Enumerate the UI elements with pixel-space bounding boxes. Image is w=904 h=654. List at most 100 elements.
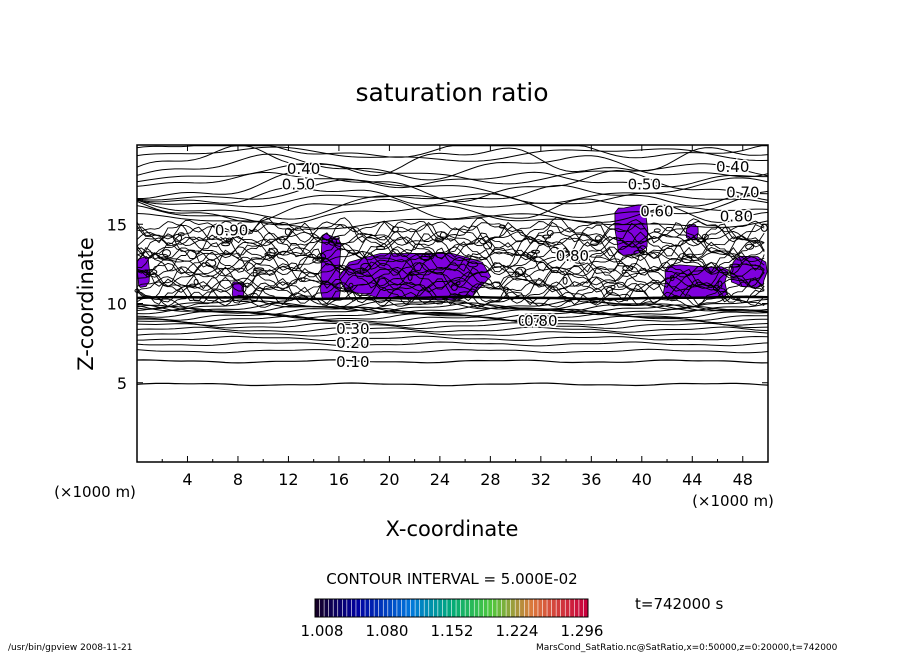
contour-cell <box>284 227 292 236</box>
contour-cell <box>562 276 568 285</box>
colorbar-cell <box>324 599 329 617</box>
chart-title: saturation ratio <box>355 78 548 107</box>
contour-label: 0.80 <box>556 247 589 265</box>
contour-line <box>136 246 765 262</box>
contour-line <box>136 291 765 307</box>
contour-line <box>136 276 765 304</box>
contour-cell <box>221 242 231 247</box>
contour-line <box>136 304 769 315</box>
colorbar-cell <box>451 599 457 617</box>
contour-cell <box>542 234 552 239</box>
contour-cell <box>455 281 461 286</box>
contour-line <box>136 300 769 312</box>
contour-cell <box>145 273 151 278</box>
colorbar-cell <box>365 599 370 617</box>
colorbar-cell <box>569 599 575 617</box>
contour-cell <box>253 267 265 272</box>
contour-line <box>136 190 769 220</box>
colorbar-cell <box>333 599 339 617</box>
contour-line <box>136 251 765 275</box>
colorbar-cell <box>578 599 584 617</box>
colorbar-cell <box>360 599 366 617</box>
contour-cell <box>450 282 458 291</box>
contour-cell <box>712 285 720 292</box>
colorbar-cell <box>551 599 557 617</box>
x-tick-label: 28 <box>480 470 500 489</box>
y-tick-label: 15 <box>107 215 127 234</box>
contour-label: 0.70 <box>518 312 551 330</box>
contour-cell <box>408 271 420 276</box>
contour-cell <box>300 277 306 282</box>
colorbar-cell <box>515 599 521 617</box>
colorbar-cell <box>565 599 571 617</box>
colorbar-cell <box>446 599 452 617</box>
contour-line <box>136 145 768 159</box>
contour-lines <box>134 145 769 387</box>
contour-line <box>136 261 765 277</box>
colorbar-cell <box>437 599 443 617</box>
contour-cell <box>515 266 527 275</box>
colorbar-cell <box>387 599 393 617</box>
contour-cell <box>638 245 648 254</box>
contour-cell <box>760 223 768 232</box>
contour-line <box>136 348 769 354</box>
contour-cell <box>681 255 693 264</box>
x-tick-label: 32 <box>531 470 551 489</box>
colorbar-cell <box>519 599 525 617</box>
contour-cell <box>312 257 324 264</box>
contour-line <box>136 216 765 243</box>
contour-cell <box>697 238 707 243</box>
colorbar-cell <box>351 599 357 617</box>
contour-cell <box>503 286 509 293</box>
colorbar-cell <box>424 599 430 617</box>
colorbar-tick-label: 1.296 <box>561 622 604 640</box>
colorbar-cell <box>478 599 484 617</box>
contour-line <box>136 326 769 333</box>
colorbar-cell <box>510 599 516 617</box>
contour-cell <box>360 262 372 271</box>
contour-cell <box>605 286 613 295</box>
x-tick-label: 44 <box>682 470 702 489</box>
contour-cell <box>653 228 661 233</box>
colorbar-cell <box>506 599 511 617</box>
contour-line <box>136 266 765 290</box>
contour-line <box>136 359 769 364</box>
contour-line <box>136 231 765 258</box>
colorbar-cell <box>433 599 439 617</box>
contour-cell <box>526 251 538 260</box>
contour-line <box>136 286 765 306</box>
colorbar-tick-label: 1.080 <box>366 622 409 640</box>
x-tick-label: 4 <box>182 470 192 489</box>
colorbar-cell <box>419 599 425 617</box>
colorbar-tick-label: 1.008 <box>301 622 344 640</box>
colorbar-cell <box>524 599 530 617</box>
contour-cell <box>252 269 258 278</box>
contour-cell <box>328 237 338 246</box>
colorbar-cell <box>501 599 507 617</box>
contour-line <box>137 335 769 341</box>
colorbar-cell <box>537 599 543 617</box>
y-tick-label: 10 <box>107 295 127 314</box>
contour-cell <box>669 275 675 282</box>
contour-label: 0.30 <box>336 320 369 338</box>
contour-line <box>136 177 769 204</box>
contour-line <box>136 261 765 288</box>
contour-cell <box>236 222 244 229</box>
contour-line <box>136 241 765 261</box>
x-tick-label: 20 <box>379 470 399 489</box>
colorbar-cell <box>428 599 434 617</box>
colorbar-cell <box>497 599 502 617</box>
colorbar-tick-label: 1.152 <box>431 622 474 640</box>
colorbar-cell <box>342 599 348 617</box>
contour-cell <box>348 282 354 289</box>
contour-interval: CONTOUR INTERVAL = 5.000E-02 <box>326 570 577 588</box>
contour-cell <box>435 236 445 243</box>
contour-cell <box>514 271 520 278</box>
contour-label: 0.50 <box>282 176 315 194</box>
contour-cell <box>717 280 723 289</box>
contour-line <box>136 236 765 259</box>
contour-cell <box>633 249 645 256</box>
contour-line <box>136 322 769 330</box>
